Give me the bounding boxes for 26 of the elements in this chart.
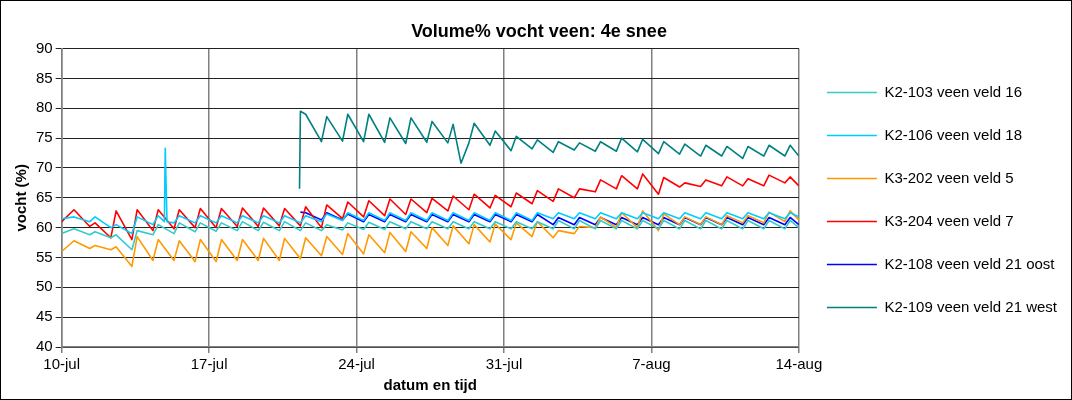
- legend-label: K2-103 veen veld 16: [884, 82, 1022, 100]
- y-tick-label: 65: [36, 187, 53, 205]
- y-tick-label: 85: [36, 68, 53, 86]
- y-tick-label: 70: [36, 158, 53, 176]
- legend-label: K2-109 veen veld 21 west: [884, 297, 1058, 315]
- x-axis-title: datum en tijd: [383, 376, 477, 394]
- x-tick-label: 14-aug: [775, 355, 823, 373]
- x-tick-label: 31-jul: [485, 355, 523, 373]
- x-tick-label: 10-jul: [43, 355, 81, 373]
- x-tick-label: 24-jul: [338, 355, 375, 373]
- x-tick-label: 17-jul: [190, 355, 228, 373]
- legend-label: K3-204 veen veld 7: [884, 211, 1014, 229]
- legend-label: K3-202 veen veld 5: [884, 168, 1014, 186]
- y-axis-title: vocht (%): [12, 164, 30, 232]
- x-tick-label: 7-aug: [632, 355, 671, 373]
- y-tick-label: 75: [36, 128, 53, 146]
- y-tick-label: 40: [36, 337, 53, 355]
- legend-label: K2-106 veen veld 18: [884, 125, 1022, 143]
- y-tick-label: 45: [36, 307, 53, 325]
- y-tick-label: 55: [36, 247, 53, 265]
- y-tick-label: 60: [36, 217, 53, 235]
- chart-title: Volume% vocht veen: 4e snee: [411, 20, 667, 41]
- legend-label: K2-108 veen veld 21 oost: [884, 254, 1056, 272]
- y-tick-label: 50: [36, 277, 53, 295]
- y-tick-label: 80: [36, 98, 53, 116]
- y-tick-label: 90: [36, 38, 53, 56]
